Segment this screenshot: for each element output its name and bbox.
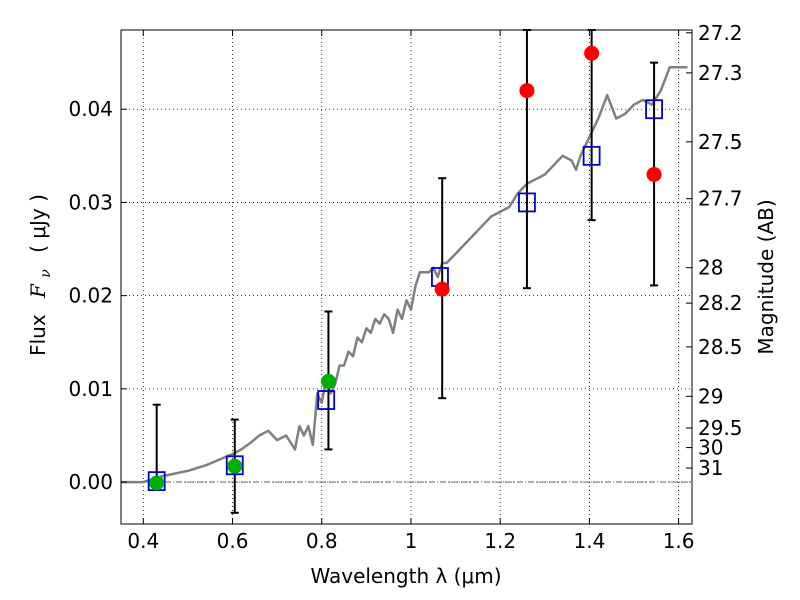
mag-tick-label-7: 29 (698, 384, 723, 408)
y-tick-label-1: 0.01 (68, 377, 113, 401)
model-photometry-square-5 (582, 145, 601, 166)
y-axis-symbol-subscript: ν (38, 269, 54, 278)
mag-tick-label-10: 31 (698, 456, 723, 480)
x-tick-label-5: 1.4 (573, 529, 605, 553)
x-tick-label-2: 0.8 (306, 529, 338, 553)
y-axis-title: Flux F ν ( μJy ) (26, 194, 55, 356)
mag-tick-label-6: 28.5 (698, 335, 743, 359)
y-tick-label-0: 0.00 (68, 470, 113, 494)
mag-tick-label-2: 27.5 (698, 130, 743, 154)
x-tick-label-0: 0.4 (127, 529, 159, 553)
detection-point-0 (434, 281, 450, 297)
green-point-2 (320, 373, 336, 389)
model-photometry-square-1 (225, 455, 244, 476)
y2-axis-title: Magnitude (AB) (754, 199, 778, 354)
spectrum-line (121, 66, 688, 484)
y-tick-label-3: 0.03 (68, 190, 113, 214)
detection-point-3 (646, 166, 662, 182)
y-tick-label-4: 0.04 (68, 97, 113, 121)
spectrum-layer (121, 66, 688, 484)
detection-point-1 (519, 83, 535, 99)
x-tick-label-4: 1.2 (484, 529, 516, 553)
mag-tick-label-8: 29.5 (698, 416, 743, 440)
mag-tick-label-0: 27.2 (698, 21, 743, 45)
axis-ticks: 0.4 0.6 0.8 1 1.2 1.4 1.6 0.00 0.01 0.02 0.03 0.04 2… (68, 21, 742, 553)
model-photometry-square-6 (645, 99, 663, 120)
mag-tick-label-3: 27.7 (698, 187, 743, 211)
mag-tick-label-9: 30 (698, 436, 723, 460)
x-tick-label-3: 1 (405, 529, 418, 553)
x-axis-title: Wavelength λ (μm) (310, 564, 501, 588)
y-axis-title-text: Flux (26, 314, 50, 356)
model-photometry-square-4 (518, 192, 536, 213)
y-axis-unit: ( μJy ) (26, 194, 50, 253)
mag-tick-label-4: 28 (698, 256, 723, 280)
green-point-0 (149, 475, 165, 491)
model-photometry-square-2 (317, 390, 336, 410)
x-tick-label-1: 0.6 (217, 529, 249, 553)
plot-background (121, 30, 692, 524)
detection-point-2 (584, 45, 600, 61)
green-point-1 (227, 458, 243, 474)
svg-text:Flux F ν ( μ: Flux F ν ( μJy ) (26, 194, 55, 356)
y-axis-symbol: F (26, 283, 50, 299)
data-points (147, 45, 663, 492)
plot-frame (120, 29, 693, 525)
x-tick-label-6: 1.6 (663, 529, 695, 553)
y-tick-label-2: 0.02 (68, 284, 113, 308)
mag-tick-label-1: 27.3 (698, 61, 743, 85)
mag-tick-label-5: 28.2 (698, 291, 743, 315)
